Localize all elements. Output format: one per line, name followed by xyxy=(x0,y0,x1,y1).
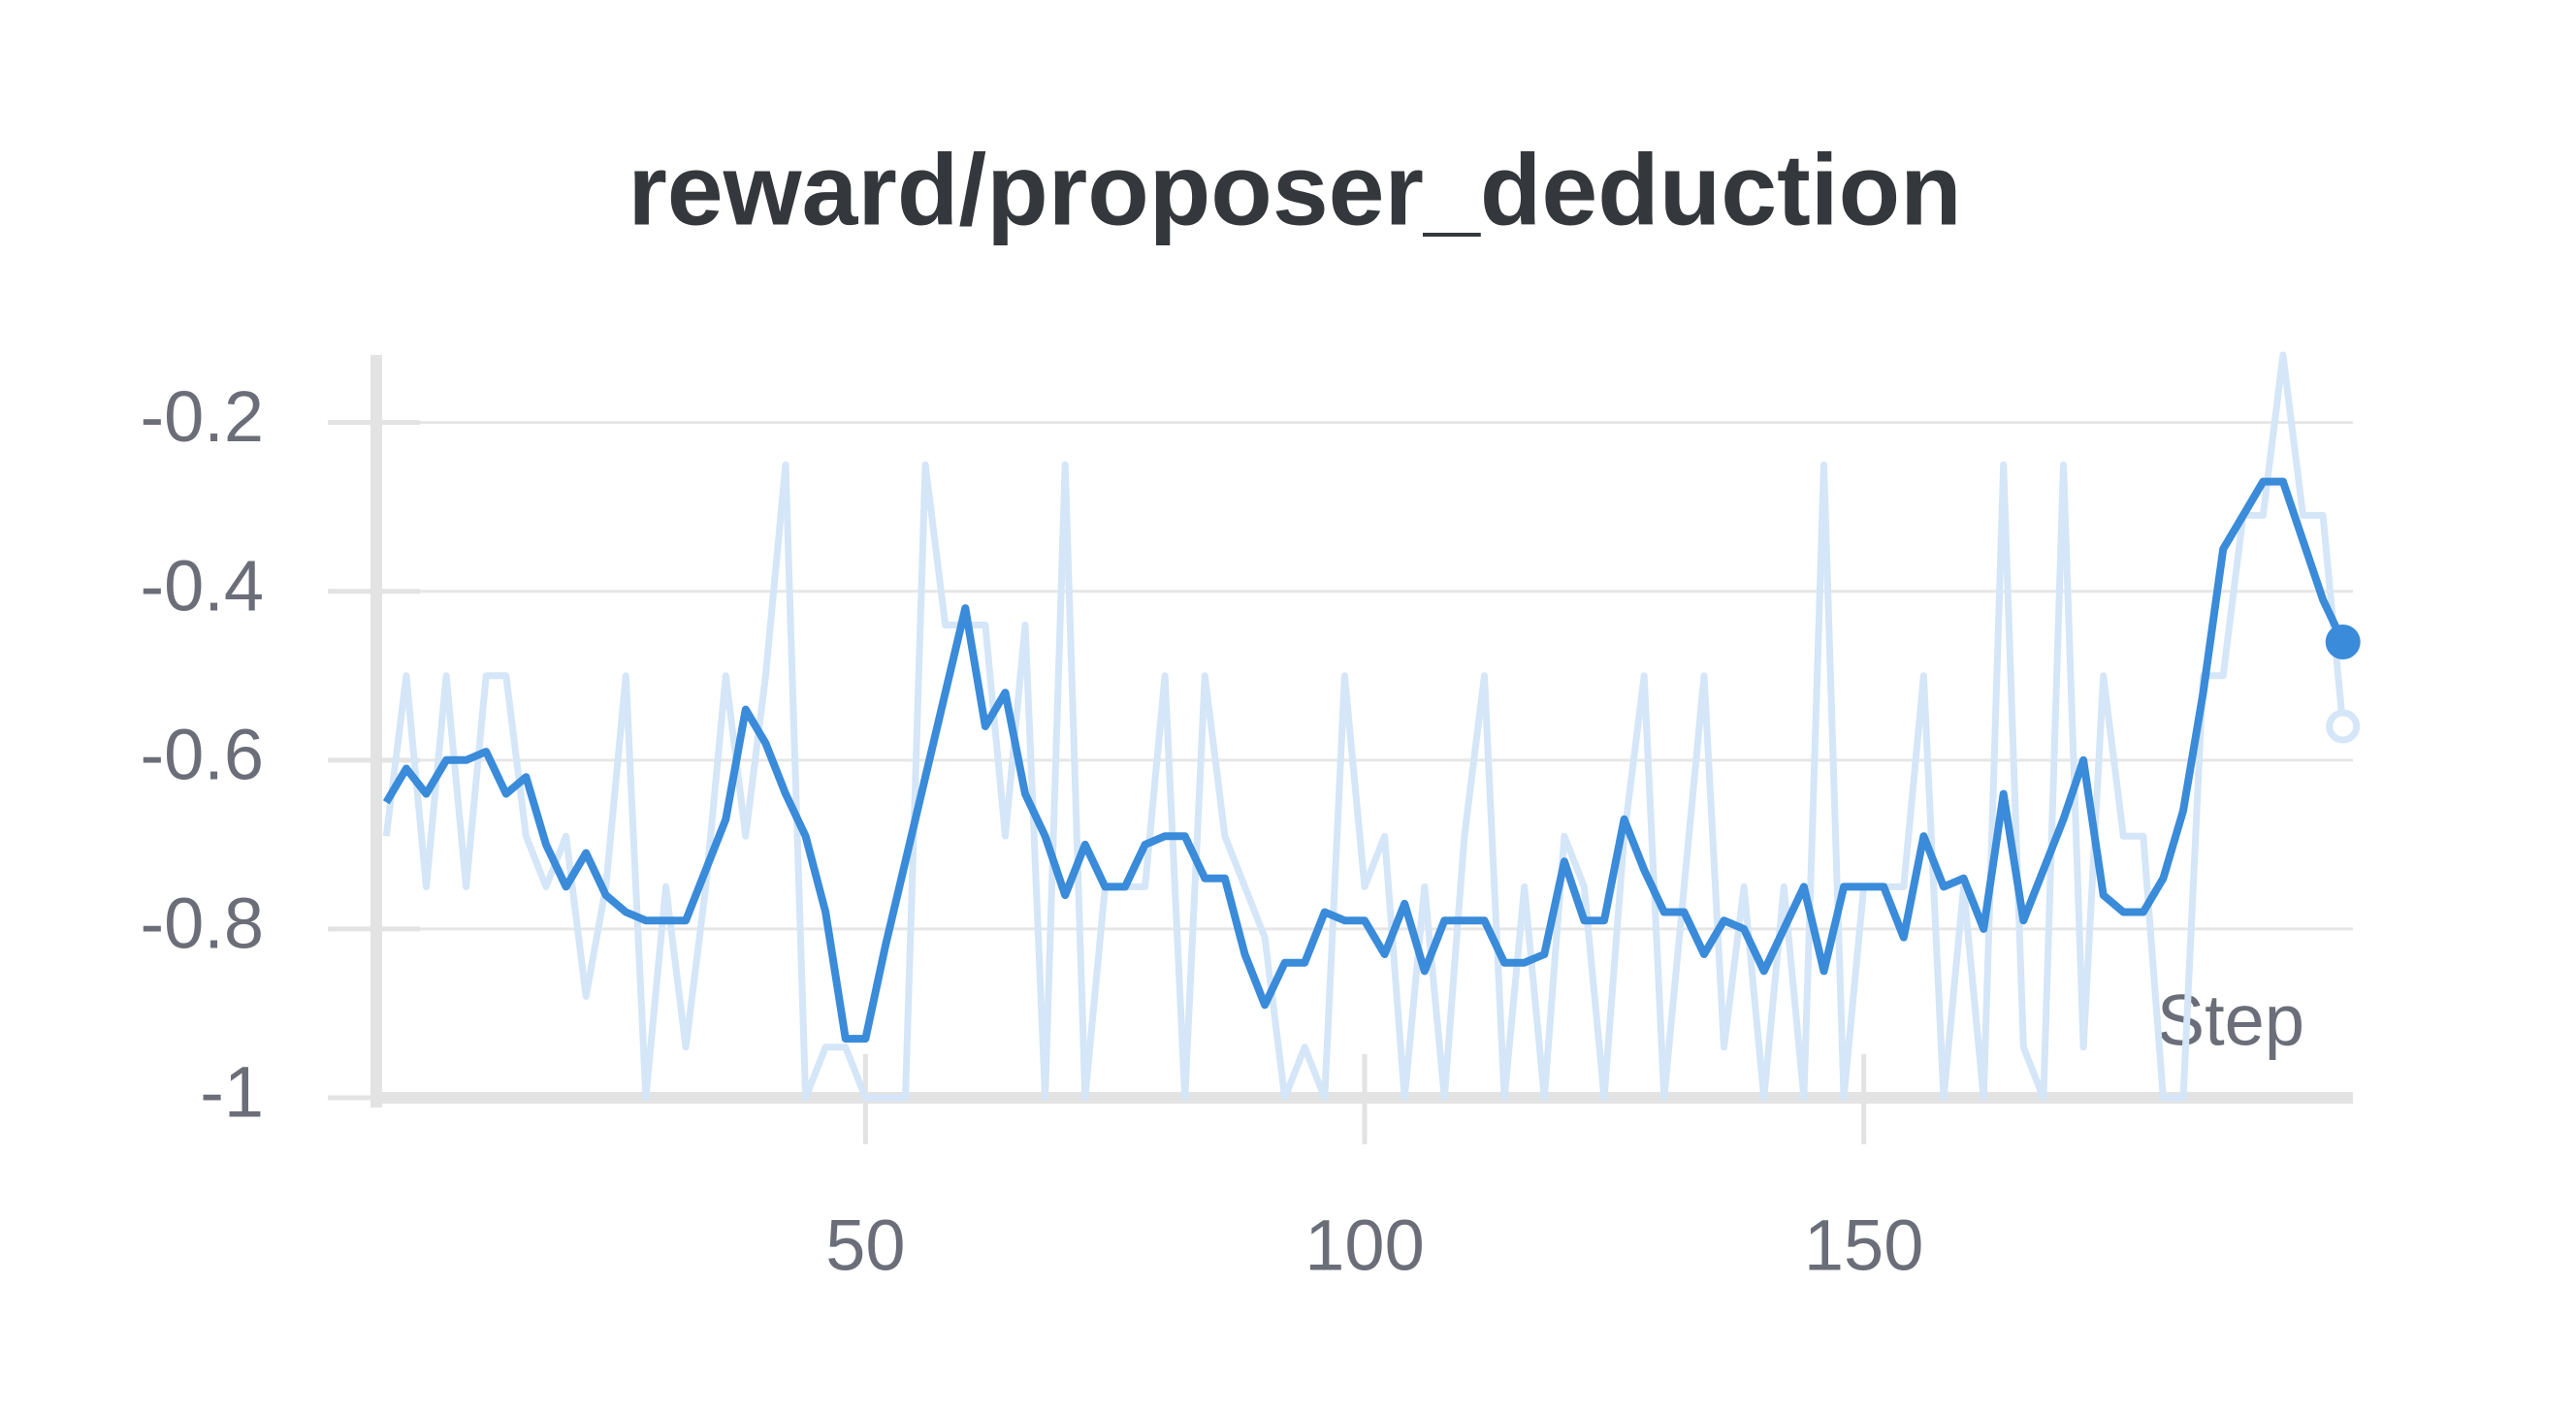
x-tick-label: 100 xyxy=(1304,1205,1424,1286)
y-tick-label: -0.8 xyxy=(140,882,264,963)
series-line xyxy=(382,351,2347,1102)
y-tick-label: -0.4 xyxy=(140,545,264,626)
y-tick-label: -0.6 xyxy=(140,714,264,794)
y-tick-label: -0.2 xyxy=(140,376,264,457)
y-tick-label: -1 xyxy=(200,1052,264,1133)
end-point xyxy=(2326,709,2361,744)
x-tick-label: 150 xyxy=(1804,1205,1923,1286)
chart-title: reward/proposer_deduction xyxy=(628,134,1961,246)
x-tick-label: 50 xyxy=(825,1205,905,1286)
end-point xyxy=(2325,624,2361,659)
x-axis-label: Step xyxy=(2157,980,2304,1061)
series-line xyxy=(382,477,2347,1043)
